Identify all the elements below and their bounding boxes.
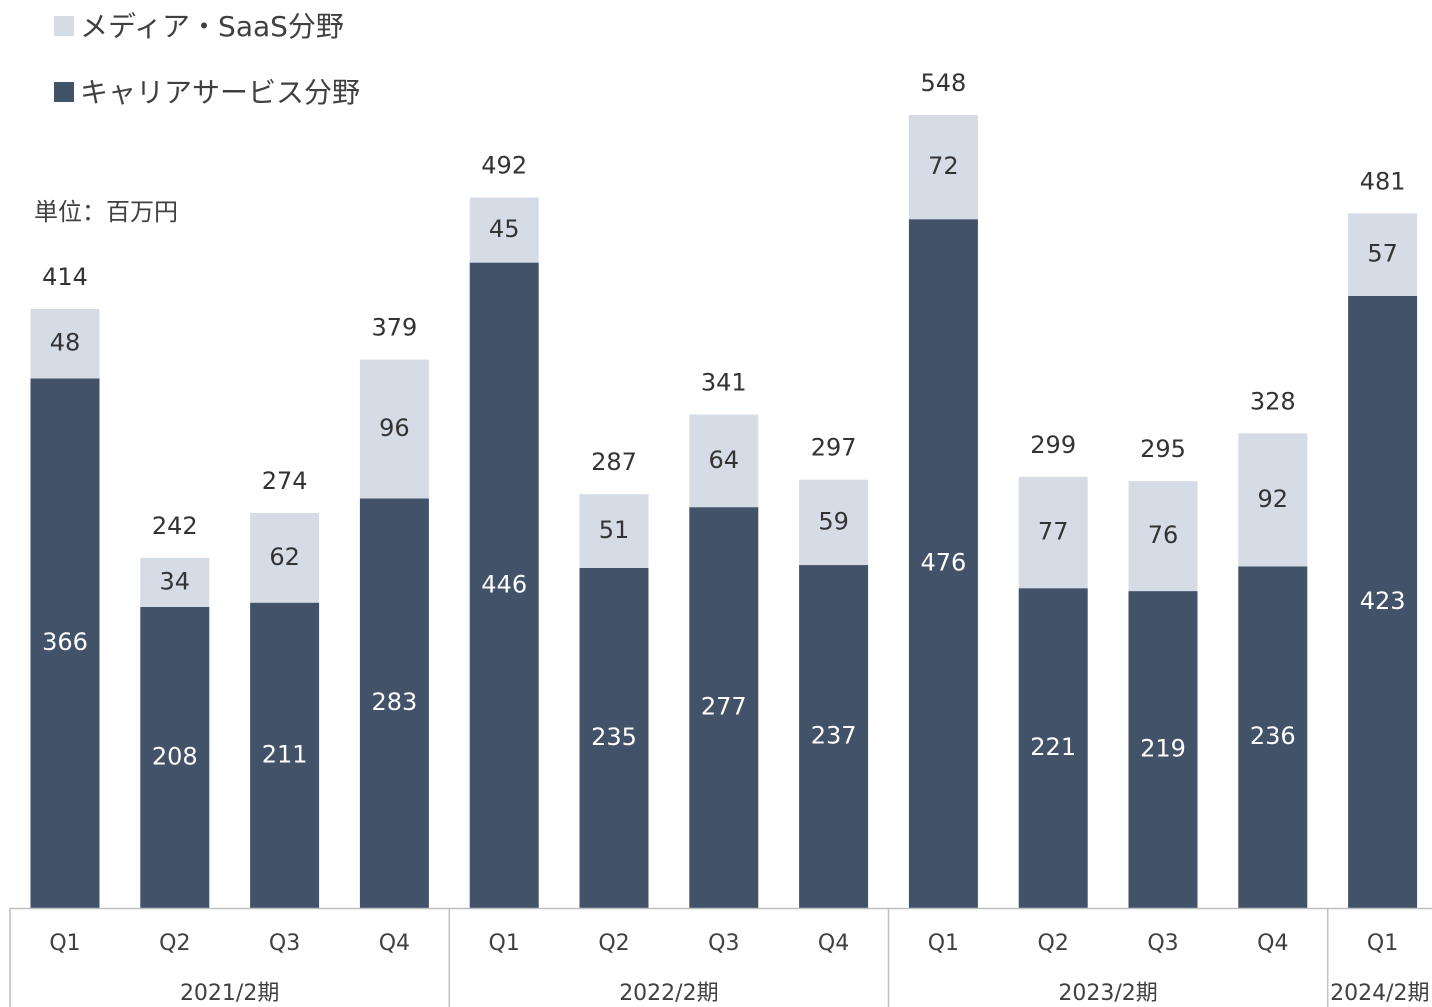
tick-label: Q1 — [928, 931, 959, 956]
bars: 366 48 414 208 34 242 211 62 274 283 96 379 446 45 492… — [30, 69, 1418, 909]
data-label-media: 59 — [818, 507, 849, 535]
data-label-career: 219 — [1140, 735, 1186, 763]
tick-label: Q1 — [1367, 931, 1398, 956]
bar-media — [1018, 476, 1088, 589]
data-label-media: 45 — [489, 215, 520, 243]
data-label-media: 48 — [50, 329, 81, 357]
bar-career — [469, 262, 539, 909]
tick-label: Q2 — [1038, 931, 1069, 956]
tick-label: Q1 — [489, 931, 520, 956]
data-label-career: 366 — [42, 628, 88, 656]
bar-career — [799, 565, 869, 908]
data-label-media: 76 — [1148, 521, 1179, 549]
data-label-total: 297 — [811, 434, 857, 462]
bar-media — [1348, 213, 1418, 296]
bar-media — [1238, 433, 1308, 567]
data-label-media: 96 — [379, 414, 410, 442]
data-label-total: 379 — [371, 314, 417, 342]
data-label-total: 414 — [42, 263, 88, 291]
group-label: 2023/2期 — [1058, 981, 1157, 1006]
bar-media — [140, 557, 210, 608]
bar-career — [359, 498, 429, 908]
data-label-career: 476 — [920, 549, 966, 577]
category-axis: Q1 Q2 Q3 Q4 Q1 Q2 Q3 Q4 Q1 Q2 Q3 Q4 Q1 2021/2期 2022/2期… — [9, 907, 1432, 1007]
data-label-media: 57 — [1367, 240, 1398, 268]
tick-label: Q3 — [269, 931, 300, 956]
tick-label: Q4 — [1257, 931, 1288, 956]
data-label-media: 77 — [1038, 517, 1069, 545]
tick-label: Q3 — [708, 931, 739, 956]
data-label-career: 446 — [481, 570, 527, 598]
bar-media — [359, 359, 429, 499]
tick-label: Q4 — [379, 931, 410, 956]
data-label-career: 277 — [701, 693, 747, 721]
bar-media — [908, 115, 978, 220]
data-label-career: 211 — [262, 740, 308, 768]
legend-swatch-media — [54, 16, 74, 36]
bar-media — [579, 494, 649, 568]
bar-media — [250, 512, 320, 603]
bar-career — [579, 567, 649, 908]
bar-media — [1128, 481, 1198, 592]
data-label-total: 481 — [1360, 167, 1406, 195]
data-label-media: 51 — [599, 516, 630, 544]
tick-label: Q1 — [49, 931, 80, 956]
data-label-total: 299 — [1030, 431, 1076, 459]
data-label-total: 242 — [152, 512, 198, 540]
data-label-total: 328 — [1250, 387, 1296, 415]
group-label: 2021/2期 — [180, 981, 279, 1006]
bar-career — [1128, 591, 1198, 908]
data-label-career: 283 — [371, 688, 417, 716]
bar-career — [689, 507, 759, 908]
group-label: 2022/2期 — [619, 981, 718, 1006]
tick-label: Q3 — [1147, 931, 1178, 956]
bar-career — [250, 602, 320, 908]
legend: メディア・SaaS分野 キャリアサービス分野 — [54, 10, 360, 109]
bar-career — [1018, 588, 1088, 908]
data-label-career: 208 — [152, 743, 198, 771]
data-label-total: 274 — [262, 467, 308, 495]
data-label-career: 221 — [1030, 733, 1076, 761]
legend-label-career: キャリアサービス分野 — [80, 76, 360, 109]
tick-label: Q2 — [598, 931, 629, 956]
legend-swatch-career — [54, 82, 74, 102]
bar-media — [799, 479, 869, 566]
tick-label: Q2 — [159, 931, 190, 956]
data-label-total: 287 — [591, 448, 637, 476]
data-label-career: 237 — [811, 722, 857, 750]
data-label-media: 64 — [709, 446, 740, 474]
data-label-total: 492 — [481, 151, 527, 179]
bar-media — [30, 308, 100, 379]
tick-label: Q4 — [818, 931, 849, 956]
data-label-career: 423 — [1360, 587, 1406, 615]
bar-career — [1348, 295, 1418, 909]
data-label-total: 548 — [920, 69, 966, 97]
unit-label: 単位：百万円 — [34, 198, 178, 226]
data-label-media: 62 — [269, 543, 300, 571]
data-label-total: 295 — [1140, 435, 1186, 463]
data-label-career: 236 — [1250, 722, 1296, 750]
data-label-media: 92 — [1258, 485, 1289, 513]
bar-career — [140, 607, 210, 908]
data-label-media: 34 — [160, 567, 191, 595]
bar-career — [1238, 566, 1308, 908]
group-label: 2024/2期 — [1330, 981, 1429, 1006]
data-label-total: 341 — [701, 369, 747, 397]
legend-label-media: メディア・SaaS分野 — [80, 10, 344, 43]
bar-career — [30, 378, 100, 908]
bar-media — [689, 414, 759, 508]
bar-media — [469, 197, 539, 263]
bar-career — [908, 219, 978, 909]
data-label-career: 235 — [591, 723, 637, 751]
data-label-media: 72 — [928, 152, 959, 180]
